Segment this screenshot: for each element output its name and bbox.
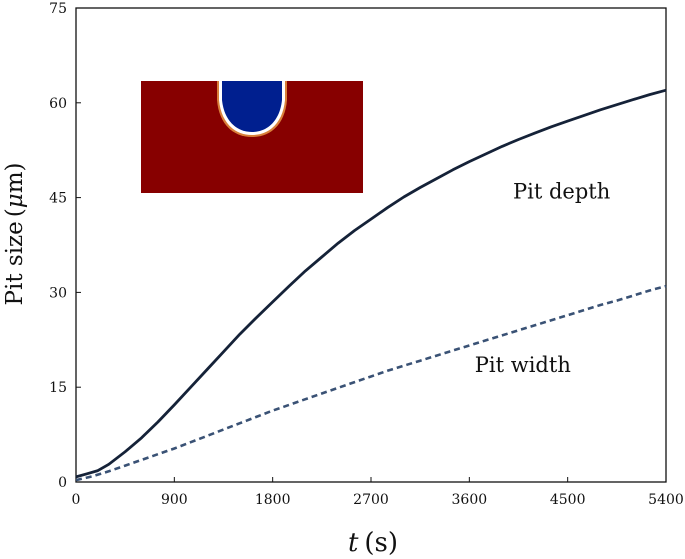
axis-ticks: 0 900 1800 2700 3600 4500 5400 0 15 30 45 60 75: [49, 1, 684, 508]
y-tick-label: 30: [49, 285, 67, 301]
x-axis-title-unit: (s): [364, 528, 398, 558]
pit-width-series-line: [75, 284, 667, 482]
x-tick-label: 1800: [255, 492, 291, 508]
x-axis-title-var: t: [348, 528, 359, 558]
y-axis-title: Pit size (μm): [2, 162, 28, 305]
x-tick-label: 900: [161, 492, 188, 508]
y-axis-title-unit-mu: μ: [2, 193, 28, 208]
x-tick-label: 2700: [353, 492, 389, 508]
inset-pit-cavity: [222, 81, 282, 132]
x-tick-label: 0: [72, 492, 81, 508]
pit-depth-series-line: [75, 88, 667, 479]
y-tick-label: 15: [49, 380, 67, 396]
x-tick-label: 5400: [648, 492, 684, 508]
y-tick-label: 0: [58, 475, 67, 491]
y-tick-label: 60: [49, 96, 67, 112]
y-axis-title-main: Pit size: [2, 221, 28, 305]
y-tick-label: 75: [49, 1, 67, 17]
pit-simulation-inset: [141, 81, 363, 193]
pit-depth-annotation: Pit depth: [513, 179, 610, 203]
plot-area-frame: [75, 7, 667, 483]
x-tick-label: 4500: [550, 492, 586, 508]
y-axis-title-unit-open: (: [2, 208, 28, 217]
y-axis-title-unit-close: ): [2, 162, 28, 171]
pit-width-annotation: Pit width: [475, 353, 571, 377]
series-layer: [75, 88, 667, 482]
y-tick-label: 45: [49, 191, 67, 207]
x-axis-title: t (s): [348, 528, 398, 558]
y-axis-title-unit-rest: m: [2, 171, 28, 193]
x-tick-label: 3600: [452, 492, 488, 508]
